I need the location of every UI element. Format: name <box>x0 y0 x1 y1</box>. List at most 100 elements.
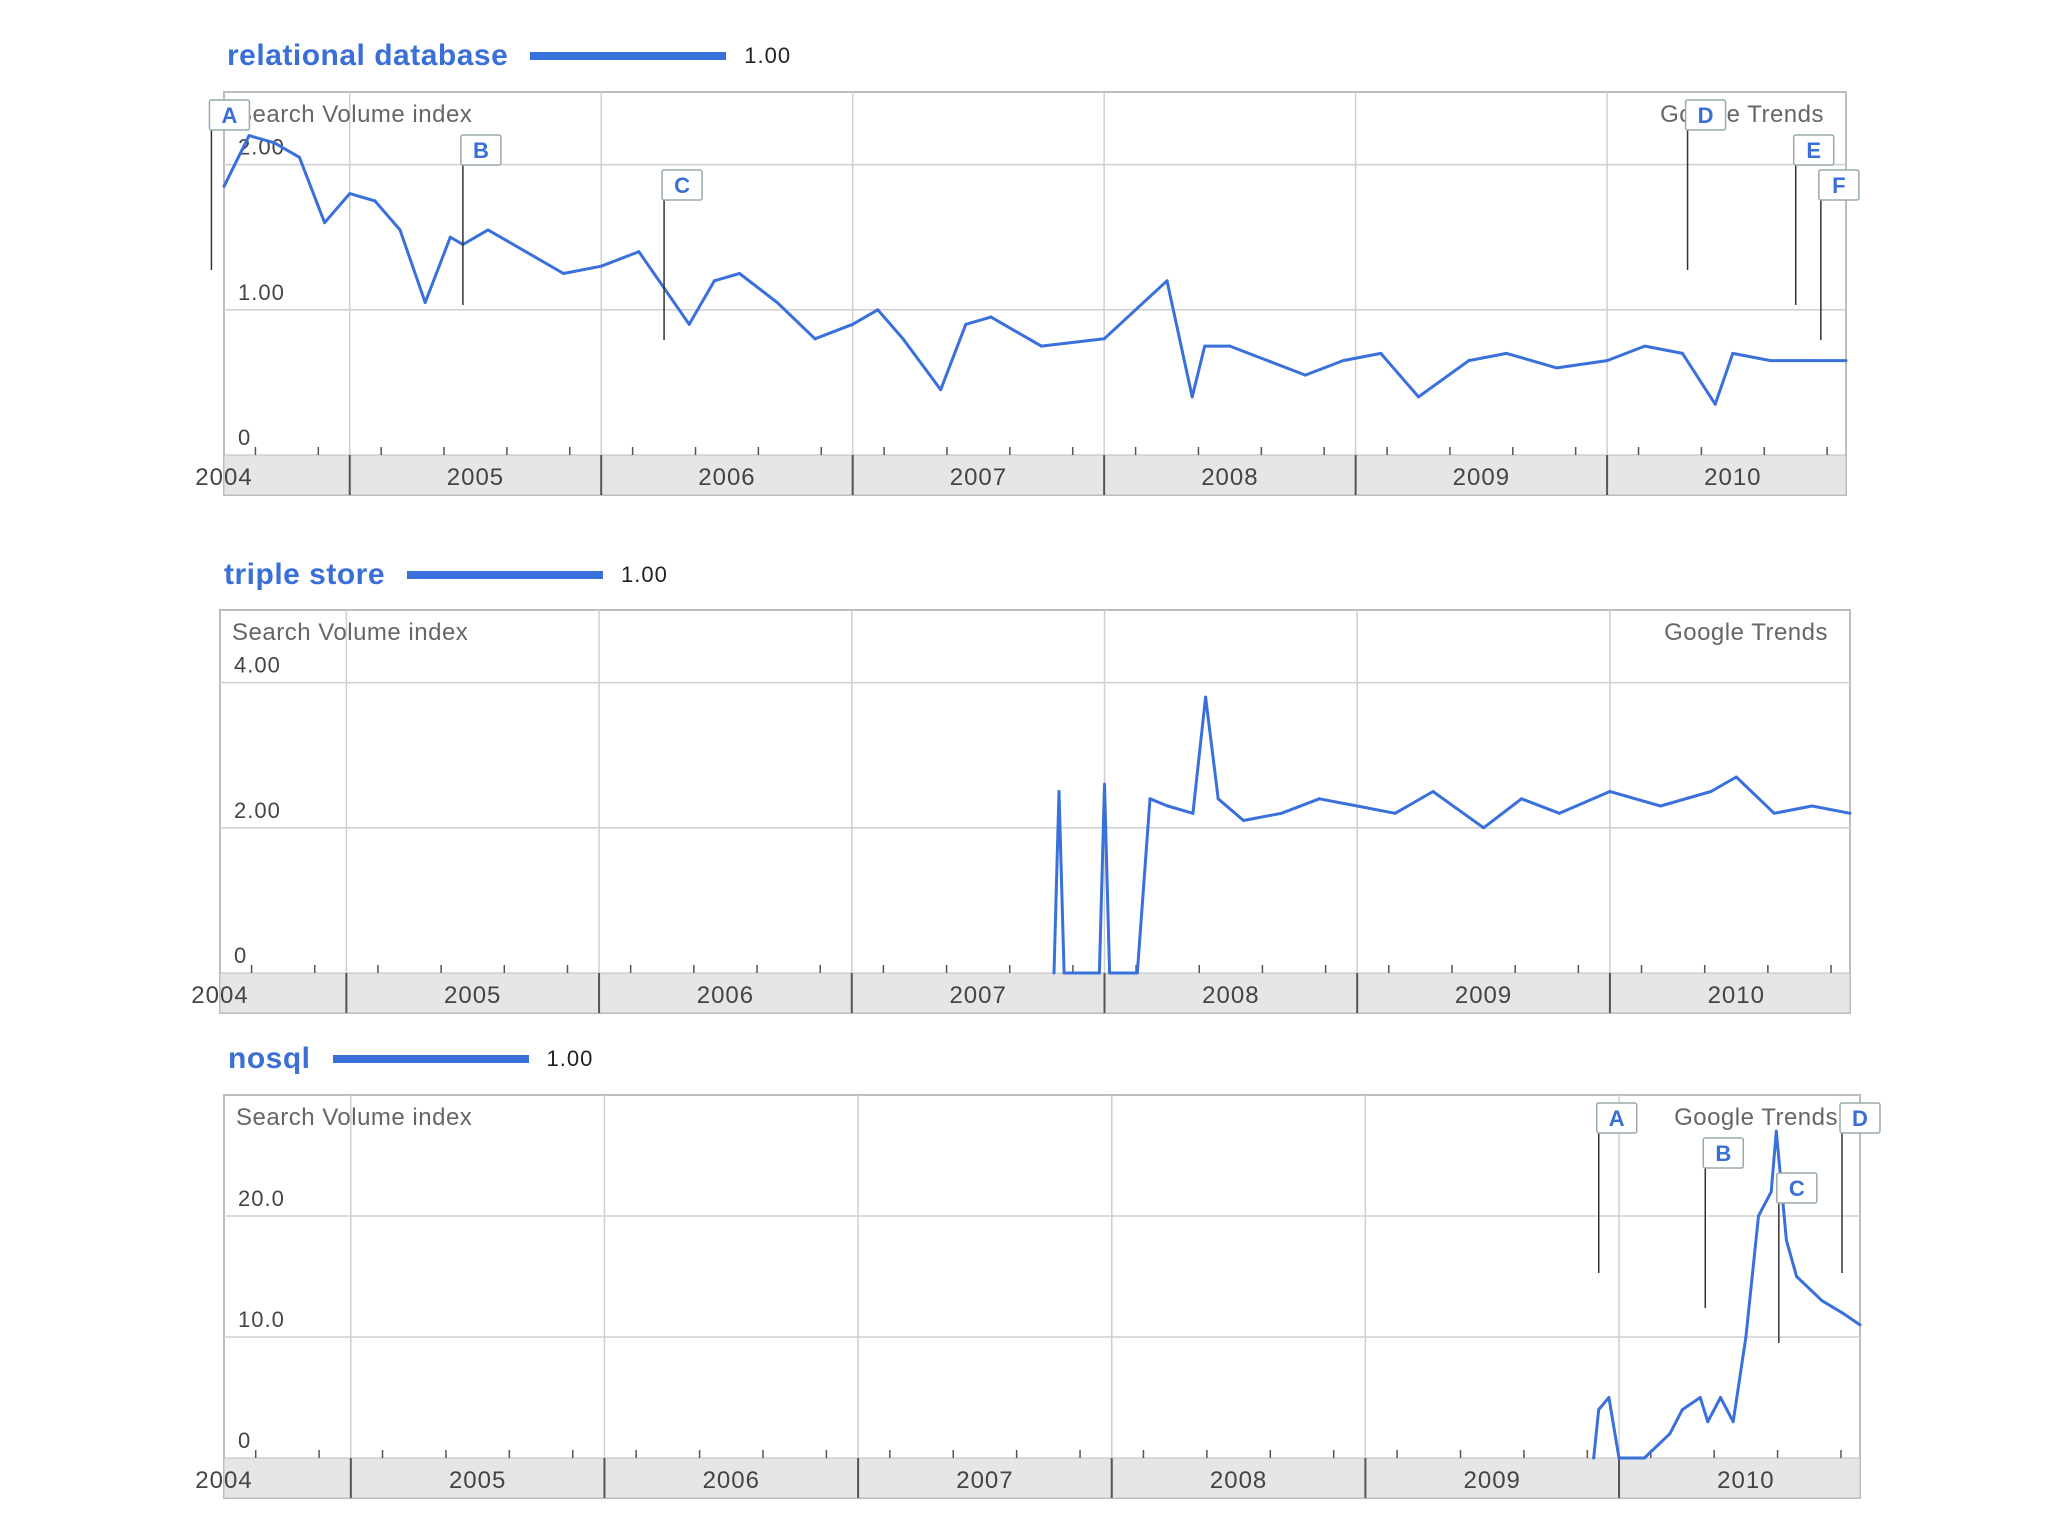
annotation-label: A <box>221 103 237 128</box>
data-point <box>1772 811 1776 815</box>
y-axis-title: Search Volume index <box>236 101 472 128</box>
data-point <box>1191 811 1195 815</box>
data-point <box>1097 971 1101 975</box>
data-point <box>1605 359 1609 363</box>
y-tick-label: 0 <box>238 1428 251 1453</box>
x-axis-band <box>219 972 1851 1014</box>
x-tick-label: 2005 <box>444 982 501 1009</box>
data-point <box>398 228 402 232</box>
data-point <box>599 264 603 268</box>
data-point <box>222 184 226 188</box>
plot-frame <box>219 609 1851 1014</box>
data-point <box>1713 402 1717 406</box>
data-point <box>1557 811 1561 815</box>
x-tick-label: 2010 <box>1704 464 1761 491</box>
data-point <box>1757 1214 1761 1218</box>
annotation-label: D <box>1698 103 1714 128</box>
data-point <box>1279 811 1283 815</box>
data-point <box>1241 819 1245 823</box>
x-tick-label: 2006 <box>698 464 755 491</box>
data-point <box>1607 1396 1611 1399</box>
data-point <box>876 308 880 312</box>
y-tick-label: 1.00 <box>238 280 285 305</box>
data-point <box>1108 971 1112 975</box>
data-point <box>1062 971 1066 975</box>
annotation-label: A <box>1609 1106 1625 1131</box>
x-tick-label: 2007 <box>949 982 1006 1009</box>
annotation-flag <box>1684 99 1727 131</box>
data-point <box>1668 1432 1672 1436</box>
data-point <box>1769 1190 1773 1194</box>
data-point <box>1216 797 1220 801</box>
data-point <box>1680 1408 1684 1412</box>
x-tick-label: 2009 <box>1464 1467 1521 1494</box>
data-point <box>1341 359 1345 363</box>
data-point <box>348 192 352 196</box>
data-point <box>1642 1456 1646 1460</box>
data-point <box>1795 1275 1799 1278</box>
y-axis-title: Search Volume index <box>232 619 468 646</box>
data-point <box>687 322 691 326</box>
y-axis-title: Search Volume index <box>236 1104 472 1131</box>
data-point <box>1505 351 1509 355</box>
x-tick-label: 2006 <box>697 982 754 1009</box>
data-point <box>1317 797 1321 801</box>
data-point <box>1355 804 1359 808</box>
data-point <box>373 199 377 203</box>
data-point <box>1102 337 1106 341</box>
x-tick-label: 2009 <box>1455 982 1512 1009</box>
data-point <box>1706 1420 1710 1424</box>
data-point <box>1203 344 1207 348</box>
data-point <box>1784 1238 1788 1242</box>
data-point <box>524 250 528 254</box>
data-point <box>1597 1408 1601 1412</box>
data-point <box>989 315 993 319</box>
annotation-flag <box>1818 169 1860 201</box>
x-tick-label: 2004 <box>195 464 252 491</box>
data-point <box>1608 790 1612 793</box>
y-tick-label: 0 <box>238 425 251 450</box>
data-point <box>297 155 301 159</box>
data-point <box>1204 695 1208 699</box>
x-tick-label: 2005 <box>449 1467 506 1494</box>
data-point <box>1266 359 1270 363</box>
y-tick-label: 20.0 <box>238 1186 285 1211</box>
x-tick-label: 2009 <box>1453 464 1510 491</box>
legend-swatch <box>332 1055 529 1063</box>
legend-triple-store: triple store 1.00 <box>224 555 668 595</box>
annotation-label: D <box>1852 1106 1868 1131</box>
annotation-flag <box>460 134 502 166</box>
x-tick-label: 2010 <box>1717 1467 1774 1494</box>
series-line <box>1592 1129 1861 1460</box>
data-point <box>1555 366 1559 370</box>
annotation-label: E <box>1806 138 1821 163</box>
legend-swatch <box>530 52 727 60</box>
x-tick-label: 2008 <box>1201 464 1258 491</box>
data-point <box>1166 804 1170 808</box>
annotation-flag <box>208 99 251 131</box>
y-tick-label: 10.0 <box>238 1307 285 1332</box>
legend-scale: 1.00 <box>546 1046 594 1071</box>
x-tick-label: 2004 <box>195 1467 252 1494</box>
legend-term: relational database <box>227 39 509 72</box>
data-point <box>1858 1323 1862 1327</box>
data-point <box>247 134 251 138</box>
plot-frame <box>223 1094 1861 1499</box>
annotation-flag <box>1595 1102 1638 1134</box>
x-tick-label: 2010 <box>1708 982 1765 1009</box>
data-point <box>1190 395 1194 399</box>
data-point <box>1393 811 1397 815</box>
data-point <box>1592 1456 1596 1460</box>
data-point <box>1617 1456 1621 1460</box>
data-point <box>423 301 427 305</box>
data-point <box>1718 1396 1722 1399</box>
data-point <box>738 272 742 275</box>
data-point <box>813 337 817 341</box>
annotation-label: C <box>674 173 690 198</box>
data-point <box>964 322 968 326</box>
data-point <box>1769 359 1773 363</box>
x-tick-label: 2005 <box>447 464 504 491</box>
chart-relational-database: 2004 2005 2006 2007 2008 2009 201001.002.00Sea… <box>195 91 1860 496</box>
annotation-flag <box>1776 1172 1818 1204</box>
data-point <box>1806 359 1810 363</box>
